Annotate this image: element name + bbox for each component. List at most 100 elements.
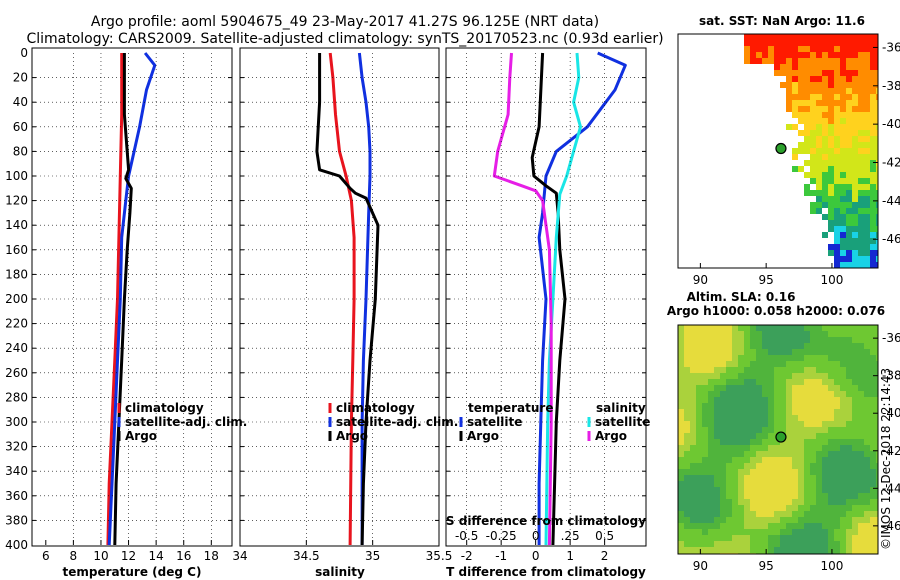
sla_map-cell-1088 [678,517,684,523]
sst_map-cell-135 [786,70,792,76]
sla_map-cell-646 [678,439,684,445]
sla_map-cell-323 [780,379,786,385]
sst_map-cell-547 [858,262,864,268]
sla_map-cell-925 [720,487,726,493]
sst_map-cell-328 [852,142,858,148]
sst_map-cell-413 [804,184,810,190]
sla_map-cell-307 [684,379,690,385]
sla_map-cell-285 [756,373,762,379]
sla_map-cell-514 [702,415,708,421]
sst_map-cell-92 [744,58,750,64]
sla_map-cell-954 [690,493,696,499]
sla_map-cell-480 [702,409,708,415]
sla_map-cell-1068 [762,511,768,517]
sst_map-cell-429 [828,190,834,196]
sla_map-cell-997 [744,499,750,505]
sst_map-cell-450 [816,202,822,208]
sla_map-cell-610 [870,427,876,433]
sla_map-cell-1275 [780,547,786,553]
sla_map-cell-1035 [768,505,774,511]
sst_map-cell-157 [822,76,828,82]
sla_map-cell-402 [846,391,852,397]
sst_map-cell-305 [876,130,878,136]
sla_map-cell-147 [744,349,750,355]
sla_map-cell-263 [828,367,834,373]
sst_map-cell-215 [876,94,878,100]
sla_map-cell-268 [858,367,864,373]
sla_map-cell-1073 [792,511,798,517]
sst_map-cell-537 [846,256,852,262]
sst_map-cell-428 [822,190,828,196]
sla_map-cell-1233 [732,541,738,547]
sst_map-cell-391 [822,172,828,178]
sla_map-cell-1277 [792,547,798,553]
sla_map-cell-582 [702,427,708,433]
sla_map-cell-903 [792,481,798,487]
sst_map-cell-111 [858,58,864,64]
sla_map-cell-1005 [792,499,798,505]
sla_map-cell-799 [780,463,786,469]
sla_map-cell-447 [708,403,714,409]
sla_map-cell-342 [690,385,696,391]
sst_map-cell-199 [876,88,878,94]
sla_map-cell-1027 [720,505,726,511]
sst_map-cell-464 [834,208,840,214]
sla_map-cell-456 [762,403,768,409]
sla_map-cell-577 [876,421,878,427]
sla_map-cell-1181 [828,529,834,535]
sla_map-cell-319 [756,379,762,385]
sla_map-cell-874 [822,475,828,481]
sst_map-cell-43 [864,40,870,46]
sla_map-cell-948 [858,487,864,493]
sst_map-cell-310 [828,136,834,142]
sla_map-cell-10 [738,325,744,331]
sla_map-cell-902 [786,481,792,487]
sla_map-cell-540 [858,415,864,421]
sla_map-cell-34 [678,331,684,337]
sst_map-cell-417 [834,184,840,190]
sst_map-cell-113 [870,58,876,64]
sst_map-cell-187 [804,88,810,94]
sla_map-cell-293 [804,373,810,379]
sst_map-cell-137 [798,70,804,76]
sst_map-cell-231 [876,100,878,106]
sla_map-cell-803 [804,463,810,469]
sst_map-cell-462 [816,208,822,214]
sla_map-cell-733 [792,451,798,457]
sla_map-cell-932 [762,487,768,493]
sla_map-cell-675 [852,439,858,445]
sla_map-cell-95 [840,337,846,343]
sst_map-cell-237 [816,106,822,112]
difference-top-tick-1: -0.25 [486,529,517,543]
sst_map-cell-425 [804,190,810,196]
sla_map-cell-845 [852,469,858,475]
sst_map-cell-488 [864,220,870,226]
sla_map-cell-626 [762,433,768,439]
sla_map-cell-348 [726,385,732,391]
sla_map-cell-409 [684,397,690,403]
sla_map-cell-1248 [822,541,828,547]
sla_map-cell-825 [732,469,738,475]
sst_map-cell-122 [816,64,822,70]
sla_map-cell-170 [678,355,684,361]
sst_map-cell-28 [774,40,780,46]
sla_map-cell-916 [870,481,876,487]
sla_map-cell-42 [726,331,732,337]
sla_map-cell-590 [750,427,756,433]
sla_map-cell-669 [816,439,822,445]
sst_map-cell-475 [840,214,846,220]
sst_map-cell-376 [810,166,816,172]
sst_map-cell-85 [840,52,846,58]
sla_map-cell-1224 [678,541,684,547]
sst_map-cell-204 [810,94,816,100]
sla_map-cell-1281 [816,547,822,553]
sla_map-cell-362 [810,385,816,391]
sla_map-cell-964 [750,493,756,499]
sla_map-cell-427 [792,397,798,403]
sst_map-cell-147 [858,70,864,76]
sst_map-cell-19 [858,34,864,40]
sla_map-cell-537 [840,415,846,421]
sla_map-cell-188 [786,355,792,361]
sla_map-cell-326 [798,379,804,385]
sla_map-cell-693 [756,445,762,451]
